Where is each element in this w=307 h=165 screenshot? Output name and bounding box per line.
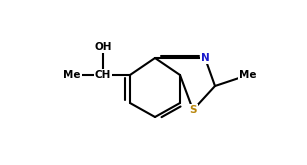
Text: OH: OH (94, 42, 112, 52)
Text: Me: Me (239, 70, 257, 80)
Text: N: N (201, 53, 209, 63)
Text: CH: CH (95, 70, 111, 80)
Text: S: S (189, 105, 197, 115)
Text: Me: Me (63, 70, 81, 80)
